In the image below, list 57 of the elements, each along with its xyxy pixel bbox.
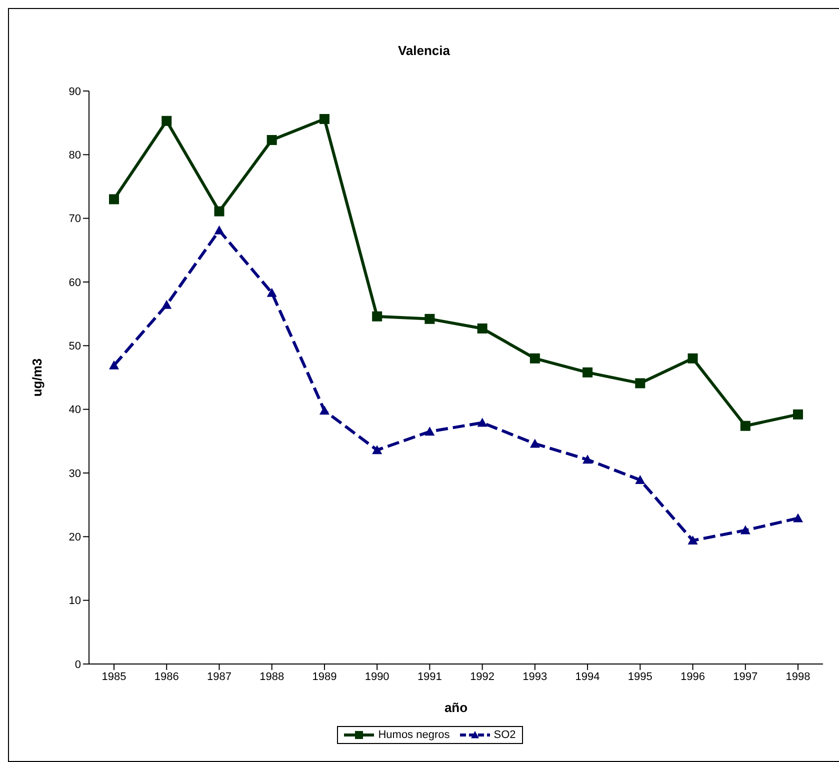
point xyxy=(582,367,593,378)
point xyxy=(530,438,540,448)
y-tick-label: 20 xyxy=(68,532,81,544)
x-tick-label: 1987 xyxy=(206,670,232,683)
x-tick-label: 1991 xyxy=(417,670,442,683)
x-tick-label: 1996 xyxy=(680,670,706,683)
point xyxy=(266,135,277,146)
y-tick-label: 90 xyxy=(68,86,81,98)
chart-title: Valencia xyxy=(396,43,452,58)
y-tick-label: 10 xyxy=(68,595,81,608)
y-tick-label: 30 xyxy=(68,468,81,480)
legend-label: SO2 xyxy=(494,729,516,741)
point xyxy=(688,353,698,364)
point xyxy=(582,454,593,464)
point xyxy=(793,409,803,420)
point xyxy=(635,378,646,388)
legend-label: Humos negros xyxy=(378,729,450,741)
point xyxy=(424,314,435,324)
y-axis-title: ug/m3 xyxy=(30,358,45,397)
x-tick-label: 1989 xyxy=(312,670,337,683)
y-tick-label: 70 xyxy=(68,213,81,226)
x-tick-label: 1997 xyxy=(733,670,758,683)
point xyxy=(635,475,646,484)
point xyxy=(162,300,172,309)
point xyxy=(477,418,488,427)
point xyxy=(319,114,330,124)
point xyxy=(319,406,330,415)
y-tick-label: 50 xyxy=(68,340,81,353)
point xyxy=(372,445,382,454)
point xyxy=(740,420,750,431)
y-tick-label: 80 xyxy=(68,150,81,162)
point xyxy=(214,206,224,216)
x-tick-label: 1993 xyxy=(522,670,548,683)
point xyxy=(372,311,382,322)
point xyxy=(740,525,750,534)
x-tick-label: 1992 xyxy=(470,670,495,683)
point xyxy=(793,513,803,522)
point xyxy=(530,353,540,364)
x-tick-label: 1985 xyxy=(102,670,126,683)
x-tick-label: 1988 xyxy=(260,670,284,683)
x-tick-label: 1998 xyxy=(786,670,810,683)
x-axis-title: año xyxy=(444,700,468,715)
x-tick-label: 1986 xyxy=(154,670,179,683)
point xyxy=(266,288,277,297)
y-tick-label: 40 xyxy=(68,404,81,416)
point xyxy=(109,194,119,204)
y-tick-label: 60 xyxy=(68,276,81,289)
point xyxy=(109,360,119,370)
point xyxy=(162,116,172,126)
point xyxy=(477,323,488,334)
point xyxy=(688,535,698,544)
point xyxy=(214,225,224,234)
point xyxy=(424,426,435,436)
y-tick-label: 0 xyxy=(74,658,81,671)
x-tick-label: 1995 xyxy=(628,670,652,683)
x-tick-label: 1990 xyxy=(364,670,390,683)
x-tick-label: 1994 xyxy=(575,670,600,683)
